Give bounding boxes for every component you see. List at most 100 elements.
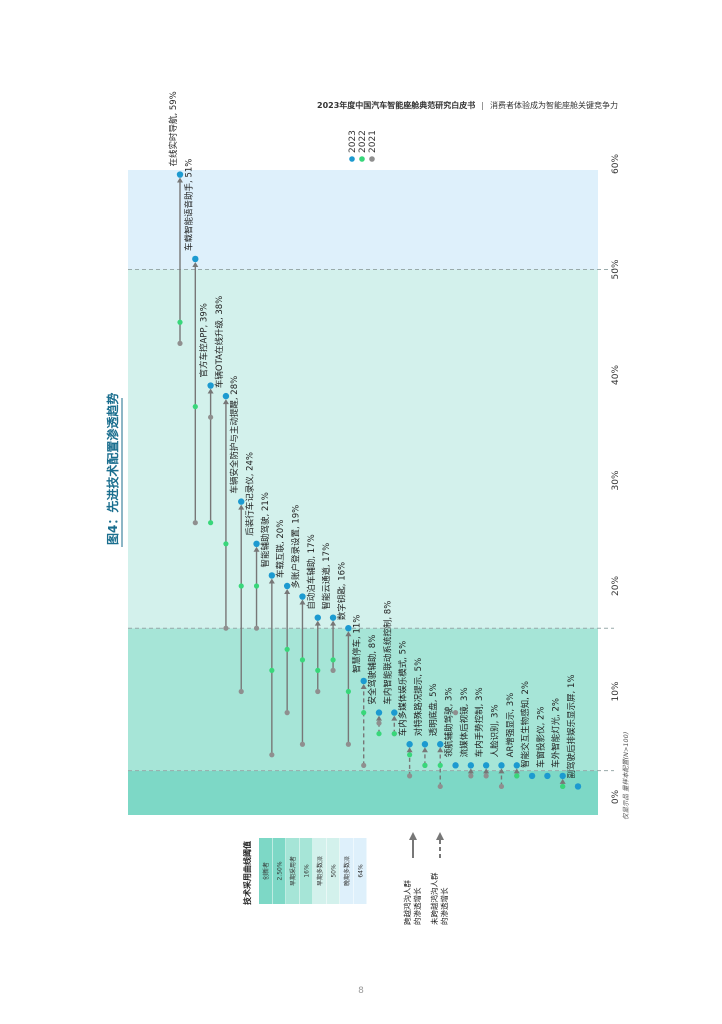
item-label: 车载互联, 20%: [275, 520, 286, 578]
arrow-head: [238, 504, 245, 510]
dot-2023: [268, 572, 276, 579]
dot-2023: [452, 762, 459, 769]
threshold-cell: [340, 838, 353, 904]
arrow-head: [253, 546, 260, 552]
dot-2021: [284, 710, 290, 716]
arrow-head: [360, 683, 367, 689]
dot-2023: [375, 709, 383, 716]
band-0: [128, 770, 598, 815]
arrow-head: [299, 599, 306, 605]
item-label: 数字钥匙, 16%: [336, 562, 347, 620]
dot-2021: [223, 625, 229, 631]
dot-2023: [421, 741, 429, 748]
dot-2022: [223, 541, 229, 547]
threshold-cell: [272, 838, 286, 904]
arrow-head: [406, 747, 413, 753]
dot-2023: [283, 582, 291, 590]
arrow-head: [207, 388, 214, 394]
dot-2023: [345, 625, 352, 632]
item-label: 车载智能语音助手, 51%: [183, 159, 194, 251]
dot-2022: [238, 583, 244, 589]
dot-2021: [345, 741, 351, 747]
legend-dot-2022: [359, 156, 365, 162]
threshold-cell-label: 创新者: [262, 862, 270, 880]
item-label: 车窗投影仪, 2%: [535, 707, 546, 768]
chart-footnote: 仅显示品 量样本配置(N>100): [622, 732, 630, 820]
report-title: 2023年度中国汽车智能座舱典范研究白皮书: [317, 101, 476, 110]
item-label: 车外智能灯光, 2%: [551, 698, 562, 768]
dot-2021: [330, 667, 336, 674]
arrow-head: [498, 768, 505, 774]
band-3: [128, 170, 598, 270]
threshold-cell-label: 2.50%: [277, 861, 284, 880]
dot-2023: [222, 392, 230, 400]
dot-2023: [467, 762, 475, 769]
threshold-cell: [259, 838, 272, 904]
arrow-head: [513, 768, 520, 774]
legend-label-2021: 2021: [368, 130, 378, 153]
legend-label-2022: 2022: [358, 130, 368, 153]
dot-2021: [208, 414, 214, 420]
x-tick-label: 20%: [611, 576, 621, 596]
item-label: 车内手势控制, 3%: [474, 687, 485, 757]
dot-2023: [513, 762, 520, 769]
item-label: 自动泊车辅助, 17%: [306, 534, 317, 609]
threshold-legend-title: 技术采用曲线阈值: [242, 841, 252, 905]
dot-2022: [437, 762, 443, 768]
dot-2022: [376, 731, 382, 737]
threshold-cell: [326, 838, 340, 904]
dot-2022: [299, 657, 306, 663]
arrow-head: [391, 715, 398, 721]
dot-2022: [407, 752, 413, 758]
item-label: 副驾驶后排娱乐显示屏, 1%: [566, 675, 577, 779]
item-label: 在线实时导航, 59%: [168, 91, 179, 166]
dot-2022: [269, 667, 275, 674]
item-label: 车内智能联动系统控制, 8%: [382, 601, 393, 705]
item-label: 人脸识别, 3%: [489, 704, 500, 757]
arrow-head: [421, 747, 428, 753]
dot-2022: [177, 319, 183, 325]
dot-2021: [483, 773, 489, 779]
arrow-head: [376, 715, 382, 721]
dot-2022: [391, 731, 397, 737]
arrow-head: [483, 768, 490, 774]
dot-2021: [238, 688, 244, 695]
item-label: 智能云通道, 17%: [321, 543, 332, 610]
dot-2021: [498, 783, 505, 790]
item-label: 多账户登录设置, 19%: [290, 505, 301, 589]
threshold-cell: [286, 838, 299, 904]
dot-2023: [329, 614, 337, 621]
dot-2021: [376, 720, 382, 726]
chart-title: 图4：先进技术配置渗透趋势: [105, 393, 120, 545]
item-label: 安全驾驶辅助, 8%: [367, 635, 378, 705]
x-tick-label: 40%: [611, 365, 621, 385]
dot-2022: [284, 646, 290, 652]
dot-2023: [314, 614, 321, 621]
dot-2021: [437, 783, 443, 790]
arrow-head: [437, 747, 444, 753]
threshold-cell-label: 早期多数派: [316, 856, 324, 886]
dot-2023: [192, 255, 199, 263]
dot-2021: [269, 752, 275, 758]
dot-2021: [468, 773, 474, 779]
header-separator: |: [481, 101, 484, 110]
dot-2022: [422, 762, 428, 768]
report-subtitle: 消费者体验成为智能座舱关键竞争力: [490, 101, 618, 110]
band-2: [128, 269, 598, 629]
dot-2023: [482, 762, 490, 769]
dot-2022: [514, 773, 520, 779]
dot-2022: [208, 520, 214, 526]
item-label: 领航辅助驾驶, 3%: [444, 687, 455, 757]
threshold-cell-label: 早期采用者: [289, 856, 297, 886]
dot-2021: [253, 625, 260, 631]
dot-2023: [544, 772, 551, 780]
item-label: 流媒体后视镜, 3%: [459, 687, 470, 757]
dot-2023: [574, 783, 582, 790]
dot-2022: [361, 710, 367, 716]
arrow-head: [268, 578, 275, 584]
arrow-head: [284, 589, 291, 594]
dot-2021: [299, 741, 306, 747]
arrow-legend-head: [436, 832, 444, 840]
dot-2021: [192, 520, 198, 526]
